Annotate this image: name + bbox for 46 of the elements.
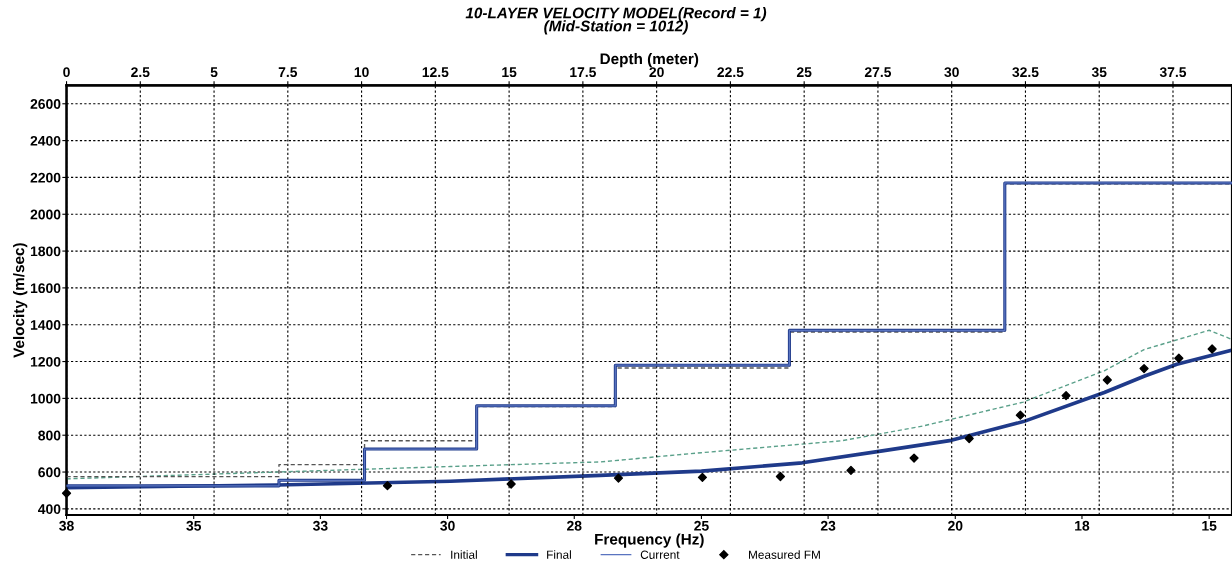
y-tick-label: 2200 [30, 172, 61, 183]
x2-tick-label: 12.5 [422, 67, 449, 78]
x-tick-label: 18 [1075, 520, 1090, 531]
x2-tick-label: 17.5 [570, 67, 597, 78]
x-axis-title: Frequency (Hz) [595, 533, 704, 548]
x-tick-label: 23 [820, 520, 836, 531]
x2-tick-label: 32.5 [1012, 67, 1039, 78]
x2-tick-label: 25 [796, 67, 812, 78]
x2-tick-label: 22.5 [717, 67, 744, 78]
x-tick-label: 35 [186, 520, 202, 531]
x2-tick-label: 35 [1091, 67, 1107, 78]
x-tick-label: 20 [948, 520, 963, 531]
x-tick-label: 38 [59, 520, 74, 531]
x-tick-label: 15 [1202, 521, 1217, 531]
x-tick-label: 25 [694, 520, 709, 531]
x2-tick-label: 2.5 [131, 67, 150, 78]
x2-tick-label: 10 [354, 67, 369, 78]
x2-tick-label: 5 [210, 67, 218, 78]
y-tick-label: 1400 [30, 320, 61, 330]
y-tick-label: 1200 [30, 356, 61, 367]
x2-tick-label: 7.5 [278, 67, 298, 78]
chart-subtitle: (Mid-Station = 1012) [544, 20, 688, 35]
legend-label: Initial [451, 550, 477, 559]
y-axis-title: Velocity (m/sec) [13, 243, 28, 358]
y-tick-label: 400 [38, 504, 61, 515]
legend-label: Measured FM [749, 550, 820, 559]
y-tick-label: 1600 [30, 283, 61, 294]
y-tick-label: 800 [38, 430, 61, 441]
x2-tick-label: 20 [649, 67, 664, 78]
x2-axis-title: Depth (meter) [600, 53, 699, 68]
x-tick-label: 33 [312, 520, 328, 531]
y-tick-label: 2600 [30, 99, 61, 109]
legend-label: Current [640, 550, 680, 559]
y-tick-label: 600 [38, 467, 61, 478]
y-tick-label: 2000 [30, 209, 61, 220]
x-tick-label: 30 [440, 520, 455, 531]
x2-tick-label: 37.5 [1159, 67, 1187, 78]
y-tick-label: 1000 [30, 393, 61, 404]
y-tick-label: 2400 [30, 135, 61, 146]
x2-tick-label: 30 [944, 67, 959, 78]
x2-tick-label: 27.5 [864, 67, 892, 78]
x-tick-label: 28 [567, 520, 582, 531]
x2-tick-label: 0 [63, 67, 70, 78]
x2-tick-label: 15 [502, 67, 517, 78]
legend-label: Final [547, 550, 571, 559]
y-tick-label: 1800 [30, 246, 61, 257]
